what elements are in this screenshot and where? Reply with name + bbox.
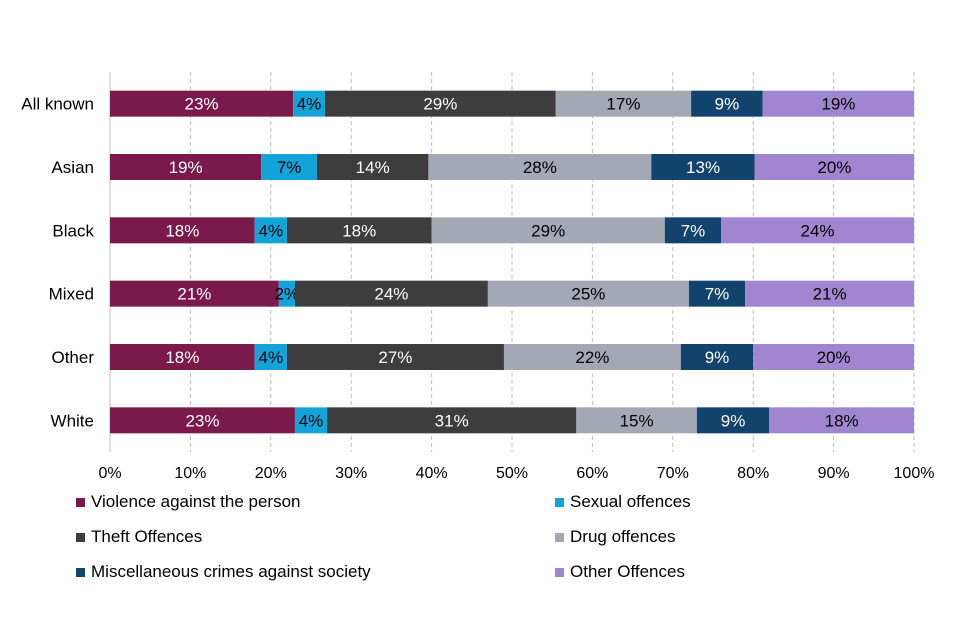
data-label: 4%: [259, 348, 284, 367]
data-label: 20%: [817, 348, 851, 367]
bar-segment: [503, 344, 681, 370]
x-tick-label: 0%: [98, 465, 121, 482]
grid-lines: [109, 72, 915, 452]
category-label: Asian: [51, 158, 94, 177]
x-tick-label: 50%: [496, 465, 528, 482]
x-tick-labels: 0% 10% 20% 30% 40% 50% 60% 70% 80% 90% 100%: [98, 465, 934, 482]
data-label: 4%: [297, 95, 322, 114]
bar-segment: [261, 154, 317, 180]
data-label: 9%: [715, 95, 740, 114]
data-label: 20%: [817, 158, 851, 177]
bar-segment: [324, 90, 556, 117]
bar-segment: [286, 217, 432, 244]
bar-segment: [696, 407, 770, 434]
x-tick-label: 60%: [576, 465, 608, 482]
x-tick-label: 80%: [737, 465, 769, 482]
bar-segment: [555, 90, 692, 117]
data-label: 24%: [801, 221, 835, 240]
data-label: 4%: [299, 411, 324, 430]
category-label: All known: [21, 95, 94, 114]
bar-segment: [254, 217, 287, 244]
data-label: 18%: [165, 348, 199, 367]
bar-segment: [754, 154, 914, 180]
category-label: Other: [51, 348, 94, 367]
x-tick-label: 70%: [657, 465, 689, 482]
data-label: 29%: [423, 95, 457, 114]
bar-segment: [293, 90, 325, 117]
data-label: 7%: [705, 285, 730, 304]
bar-segment: [762, 90, 914, 117]
bar-segment: [651, 154, 755, 180]
bar-segment: [691, 90, 763, 117]
bar-segment: [576, 407, 697, 434]
bar-segment: [688, 280, 746, 307]
data-label: 19%: [821, 95, 855, 114]
data-label: 21%: [813, 285, 847, 304]
bar-segment: [327, 407, 577, 434]
bar-segment: [769, 407, 914, 434]
data-label: 24%: [374, 285, 408, 304]
bar-segment: [294, 407, 328, 434]
bar-segment: [110, 407, 295, 434]
data-label: 9%: [705, 348, 730, 367]
data-label: 28%: [523, 158, 557, 177]
x-tick-label: 100%: [894, 465, 935, 482]
bar-segment: [316, 154, 429, 180]
x-tick-label: 90%: [818, 465, 850, 482]
bar-segment: [431, 217, 665, 244]
bar-segment: [664, 217, 722, 244]
category-label: Black: [52, 221, 94, 240]
data-label: 4%: [259, 221, 284, 240]
bar-segment: [745, 280, 914, 307]
x-tick-label: 10%: [174, 465, 206, 482]
data-label: 17%: [606, 95, 640, 114]
bar-segment: [428, 154, 652, 180]
bar-segment: [110, 344, 255, 370]
category-label: White: [51, 411, 94, 430]
bar-segment: [110, 217, 255, 244]
data-label: 14%: [356, 158, 390, 177]
data-label: 22%: [575, 348, 609, 367]
x-tick-label: 20%: [255, 465, 287, 482]
bar-segment: [278, 280, 295, 307]
category-label: Mixed: [49, 285, 94, 304]
data-label: 13%: [686, 158, 720, 177]
data-label: 7%: [277, 158, 302, 177]
data-label: 18%: [825, 411, 859, 430]
data-label: 25%: [571, 285, 605, 304]
bar-segment: [487, 280, 689, 307]
data-label: 19%: [169, 158, 203, 177]
bar-segment: [254, 344, 287, 370]
bars: 23% 4% 29% 17% 9% 19% 19% 7% 14% 28% 13% 20% 18% 4% 18…: [110, 90, 914, 434]
data-label: 31%: [435, 411, 469, 430]
bar-segment: [110, 280, 279, 307]
data-label: 7%: [681, 221, 706, 240]
category-labels: All known Asian Black Mixed Other White: [21, 95, 94, 431]
data-label: 27%: [378, 348, 412, 367]
bar-segment: [721, 217, 914, 244]
bar-segment: [680, 344, 754, 370]
data-label: 23%: [185, 95, 219, 114]
bar-segment: [110, 154, 262, 180]
x-tick-label: 30%: [335, 465, 367, 482]
data-label: 29%: [531, 221, 565, 240]
bar-segment: [286, 344, 504, 370]
data-label: 15%: [620, 411, 654, 430]
data-label: 18%: [342, 221, 376, 240]
x-tick-label: 40%: [416, 465, 448, 482]
bar-segment: [110, 90, 294, 117]
data-label: 9%: [721, 411, 746, 430]
bar-segment: [753, 344, 914, 370]
data-label: 23%: [185, 411, 219, 430]
data-label: 21%: [177, 285, 211, 304]
data-label: 18%: [165, 221, 199, 240]
data-label: 2%: [275, 285, 300, 304]
bar-segment: [294, 280, 488, 307]
